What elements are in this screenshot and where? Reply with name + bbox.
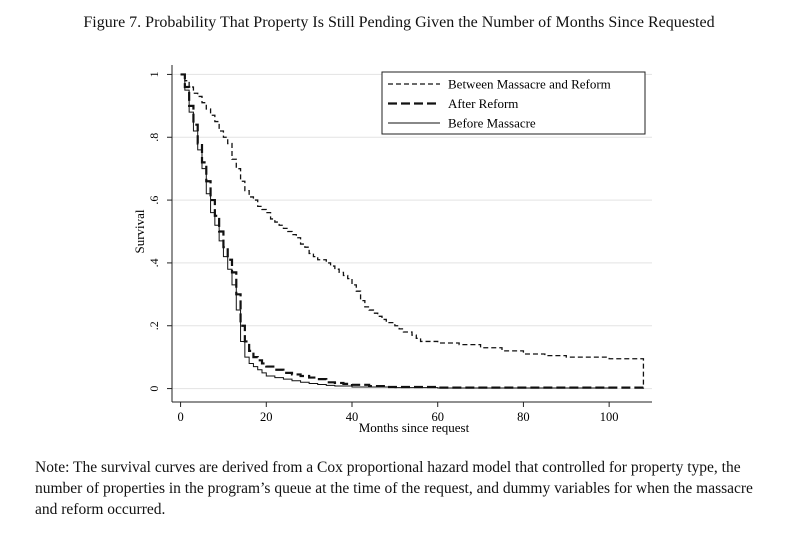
- x-axis-title: Months since request: [359, 420, 470, 435]
- series-line-2: [180, 73, 610, 389]
- survival-chart: 0 .2 .4 .6 .8 1 0 20 40 60 80 100 Months since reque…: [132, 65, 652, 435]
- figure-title: Figure 7. Probability That Property Is S…: [83, 14, 715, 31]
- x-tick-label: 80: [517, 410, 530, 424]
- x-tick-label: 20: [260, 410, 273, 424]
- y-tick-label: .6: [147, 196, 161, 205]
- y-tick-label: .4: [147, 258, 161, 267]
- y-axis-title: Survival: [132, 209, 147, 253]
- legend-label-0: Between Massacre and Reform: [448, 77, 611, 92]
- legend-box: [381, 71, 646, 135]
- x-tick-label: 60: [431, 410, 444, 424]
- y-tick-label: .8: [147, 133, 161, 142]
- series-line-0: [180, 73, 645, 389]
- legend-label-2: Before Massacre: [448, 116, 536, 131]
- figure-note: Note: The survival curves are derived fr…: [35, 459, 753, 518]
- series-line-1: [180, 73, 645, 389]
- legend-label-1: After Reform: [448, 96, 518, 111]
- y-tick-label: 1: [147, 71, 161, 77]
- x-tick-label: 100: [600, 410, 619, 424]
- y-tick-label: .2: [147, 321, 161, 330]
- x-tick-label: 40: [346, 410, 359, 424]
- x-tick-label: 0: [177, 410, 183, 424]
- y-tick-label: 0: [147, 386, 161, 392]
